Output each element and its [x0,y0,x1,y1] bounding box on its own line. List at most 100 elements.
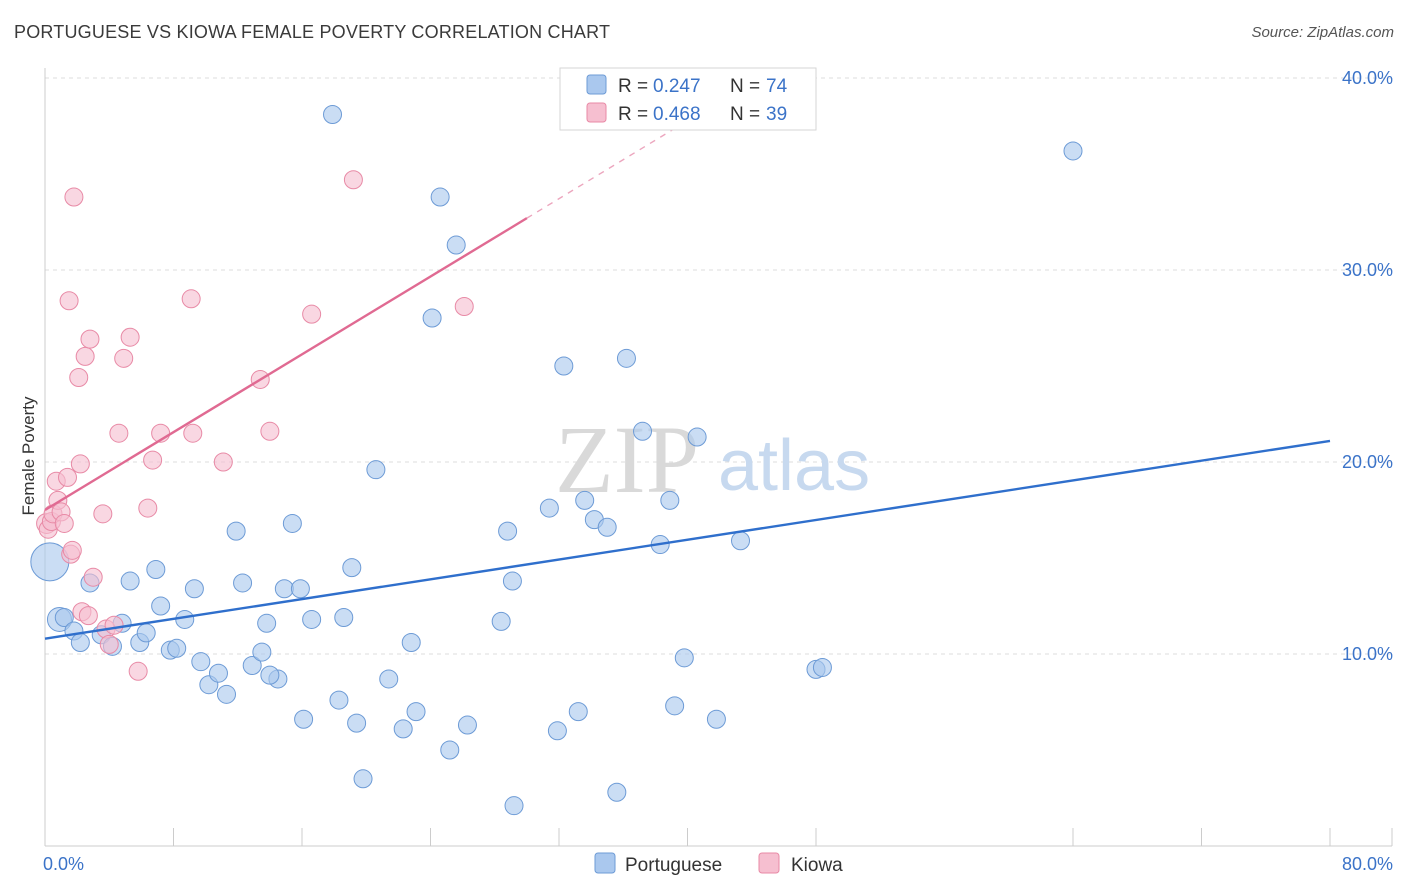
portuguese-point-17 [184,579,204,599]
portuguese-point-42 [430,187,450,207]
portuguese-point-25 [252,642,272,662]
legend-n-label-portuguese: N = [730,76,760,97]
legend-r-value-kiowa: 0.468 [653,104,701,125]
portuguese-point-31 [329,690,349,710]
portuguese-point-46 [491,611,511,631]
kiowa-point-11 [62,540,82,560]
portuguese-point-53 [539,498,559,518]
legend-swatch-portuguese [586,74,607,95]
x-tick-label-max: 80.0% [1342,854,1393,874]
portuguese-point-22 [226,521,246,541]
y-tick-label-10: 10.0% [1342,644,1393,664]
bottom-legend: Portuguese Kiowa [594,852,843,876]
kiowa-point-29 [143,450,163,470]
portuguese-point-16 [175,609,195,629]
portuguese-point-47 [498,521,518,541]
y-tick-label-20: 20.0% [1342,452,1393,472]
x-ticks [44,828,1393,846]
bottom-legend-label-kiowa: Kiowa [791,855,843,876]
portuguese-point-44 [446,235,466,255]
portuguese-point-68 [706,709,726,729]
legend-n-label-kiowa: N = [730,104,760,125]
legend: R = 0.247 N = 74 R = 0.468 N = 39 [559,67,817,131]
portuguese-point-9 [120,571,140,591]
kiowa-point-23 [104,615,124,635]
legend-n-value-portuguese: 74 [766,76,788,97]
portuguese-point-30 [302,609,322,629]
portuguese-point-50 [323,104,343,124]
portuguese-point-2 [54,608,74,628]
kiowa-trendline [44,217,528,512]
portuguese-point-48 [502,571,522,591]
bottom-legend-swatch-portuguese [594,852,616,874]
portuguese-point-59 [597,517,617,537]
portuguese-point-65 [665,696,685,716]
kiowa-point-22 [99,634,119,654]
source-label: Source: ZipAtlas.com [1251,24,1394,41]
portuguese-point-26 [257,613,277,633]
portuguese-point-71 [812,657,832,677]
kiowa-point-16 [75,346,95,366]
kiowa-point-35 [260,421,280,441]
portuguese-point-69 [731,531,751,551]
portuguese-point-73 [260,665,280,685]
kiowa-point-38 [454,296,474,316]
portuguese-point-20 [208,663,228,683]
portuguese-point-72 [1063,141,1083,161]
kiowa-point-26 [120,327,140,347]
portuguese-point-57 [575,490,595,510]
legend-r-value-portuguese: 0.247 [653,76,701,97]
bottom-legend-swatch-kiowa [758,852,780,874]
portuguese-point-62 [633,421,653,441]
y-tick-labels: 10.0% 20.0% 30.0% 40.0% [1342,68,1393,664]
legend-r-label-portuguese: R = [618,76,648,97]
portuguese-point-4 [70,632,90,652]
portuguese-point-28 [282,513,302,533]
portuguese-point-61 [616,348,636,368]
kiowa-point-33 [213,452,233,472]
portuguese-point-33 [342,558,362,578]
kiowa-point-31 [181,289,201,309]
x-tick-label-min: 0.0% [43,854,84,874]
kiowa-point-32 [183,423,203,443]
kiowa-point-12 [64,187,84,207]
kiowa-point-13 [69,368,89,388]
portuguese-point-36 [366,460,386,480]
kiowa-point-36 [302,304,322,324]
portuguese-point-32 [334,608,354,628]
portuguese-point-37 [379,669,399,689]
bottom-legend-label-portuguese: Portuguese [625,855,722,876]
y-tick-label-30: 30.0% [1342,260,1393,280]
legend-n-value-kiowa: 39 [766,104,787,125]
portuguese-point-40 [406,702,426,722]
portuguese-point-24 [242,656,262,676]
portuguese-point-18 [191,652,211,672]
gridlines [45,77,1392,655]
kiowa-point-25 [114,348,134,368]
y-tick-label-40: 40.0% [1342,68,1393,88]
kiowa-point-17 [78,606,98,626]
kiowa-points [36,170,474,681]
kiowa-point-24 [109,423,129,443]
kiowa-point-9 [59,291,79,311]
portuguese-point-43 [440,740,460,760]
portuguese-point-67 [687,427,707,447]
portuguese-point-35 [353,769,373,789]
portuguese-points [30,104,1083,816]
portuguese-point-56 [568,702,588,722]
kiowa-point-28 [138,498,158,518]
kiowa-point-18 [80,329,100,349]
portuguese-point-34 [347,713,367,733]
kiowa-trendline-extension [526,90,737,219]
kiowa-point-7 [54,513,74,533]
portuguese-point-41 [422,308,442,328]
kiowa-point-20 [93,504,113,524]
portuguese-point-54 [547,721,567,741]
portuguese-point-12 [146,560,166,580]
legend-r-label-kiowa: R = [618,104,648,125]
portuguese-point-15 [167,638,187,658]
axes [44,68,1392,847]
portuguese-point-21 [217,684,237,704]
portuguese-point-13 [151,596,171,616]
